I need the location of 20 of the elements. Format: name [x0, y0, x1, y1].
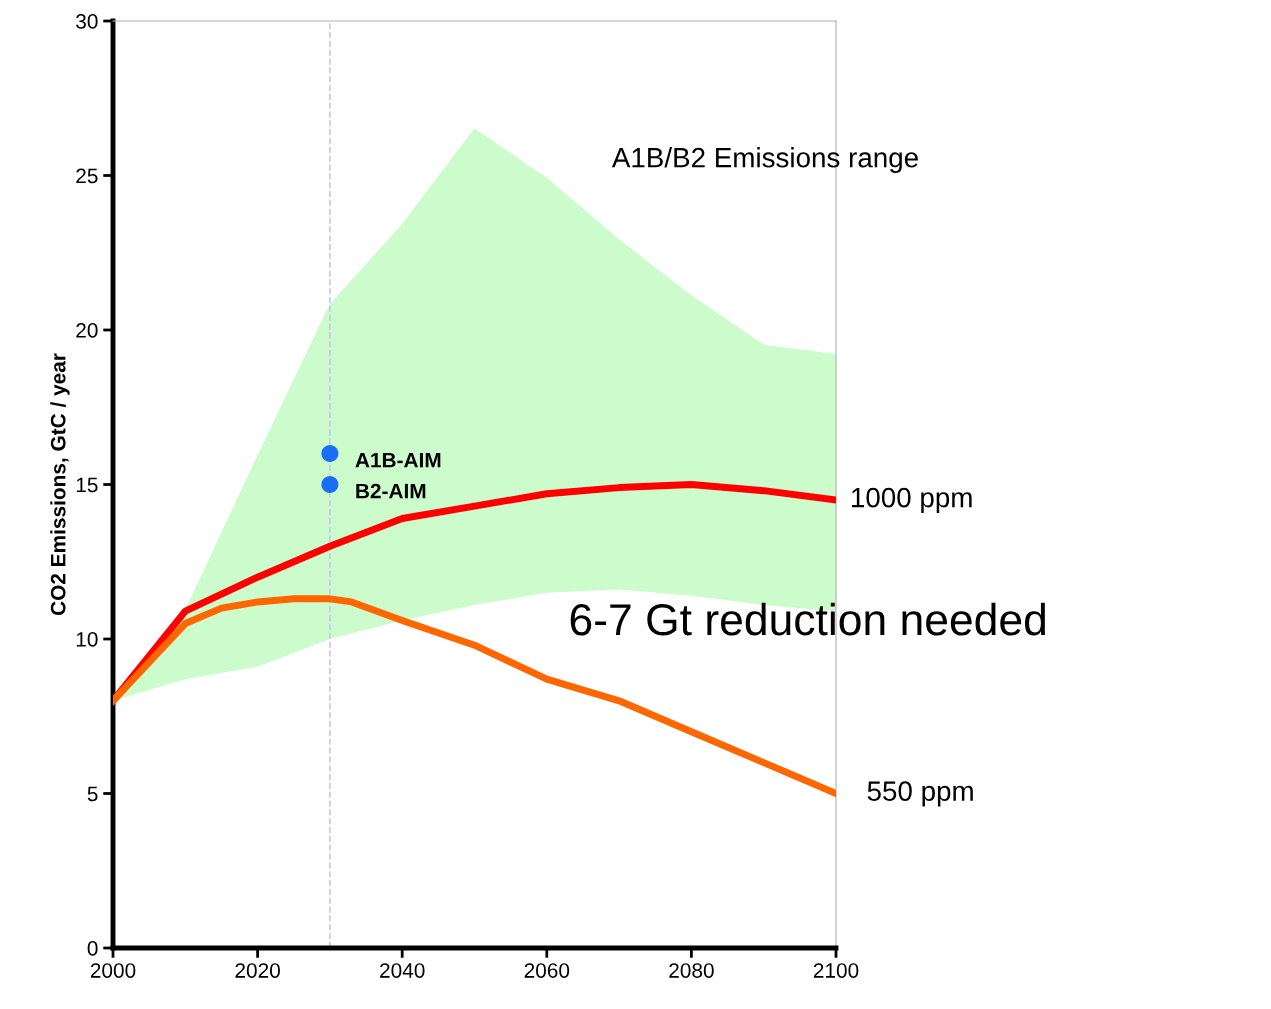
- series-label: A1B/B2 Emissions range: [611, 147, 918, 173]
- x-tick-label: 2040: [380, 963, 425, 978]
- annotation: A1B-AIM: [355, 452, 441, 468]
- y-tick-label: 0: [87, 941, 98, 956]
- x-tick-label: 2080: [669, 963, 714, 978]
- y-tick-label: 10: [76, 632, 98, 647]
- annotation: B2-AIM: [356, 483, 426, 499]
- y-tick-label: 25: [76, 168, 98, 184]
- x-tick-label: 2060: [524, 963, 570, 978]
- y-tick-label: 15: [76, 477, 98, 493]
- y-tick-label: 5: [87, 786, 98, 802]
- y-tick-label: 30: [76, 14, 98, 29]
- x-tick-label: 2020: [235, 963, 280, 978]
- y-axis-title: CO2 Emissions, GtC / year: [50, 353, 70, 616]
- x-tick-label: 2000: [90, 963, 136, 978]
- series-label: 1000 ppm: [852, 487, 972, 513]
- y-tick-label: 20: [76, 323, 98, 338]
- annotation: 6-7 Gt reduction needed: [570, 602, 1045, 636]
- x-tick-label: 2100: [813, 963, 859, 978]
- series-label: 550 ppm: [867, 781, 973, 807]
